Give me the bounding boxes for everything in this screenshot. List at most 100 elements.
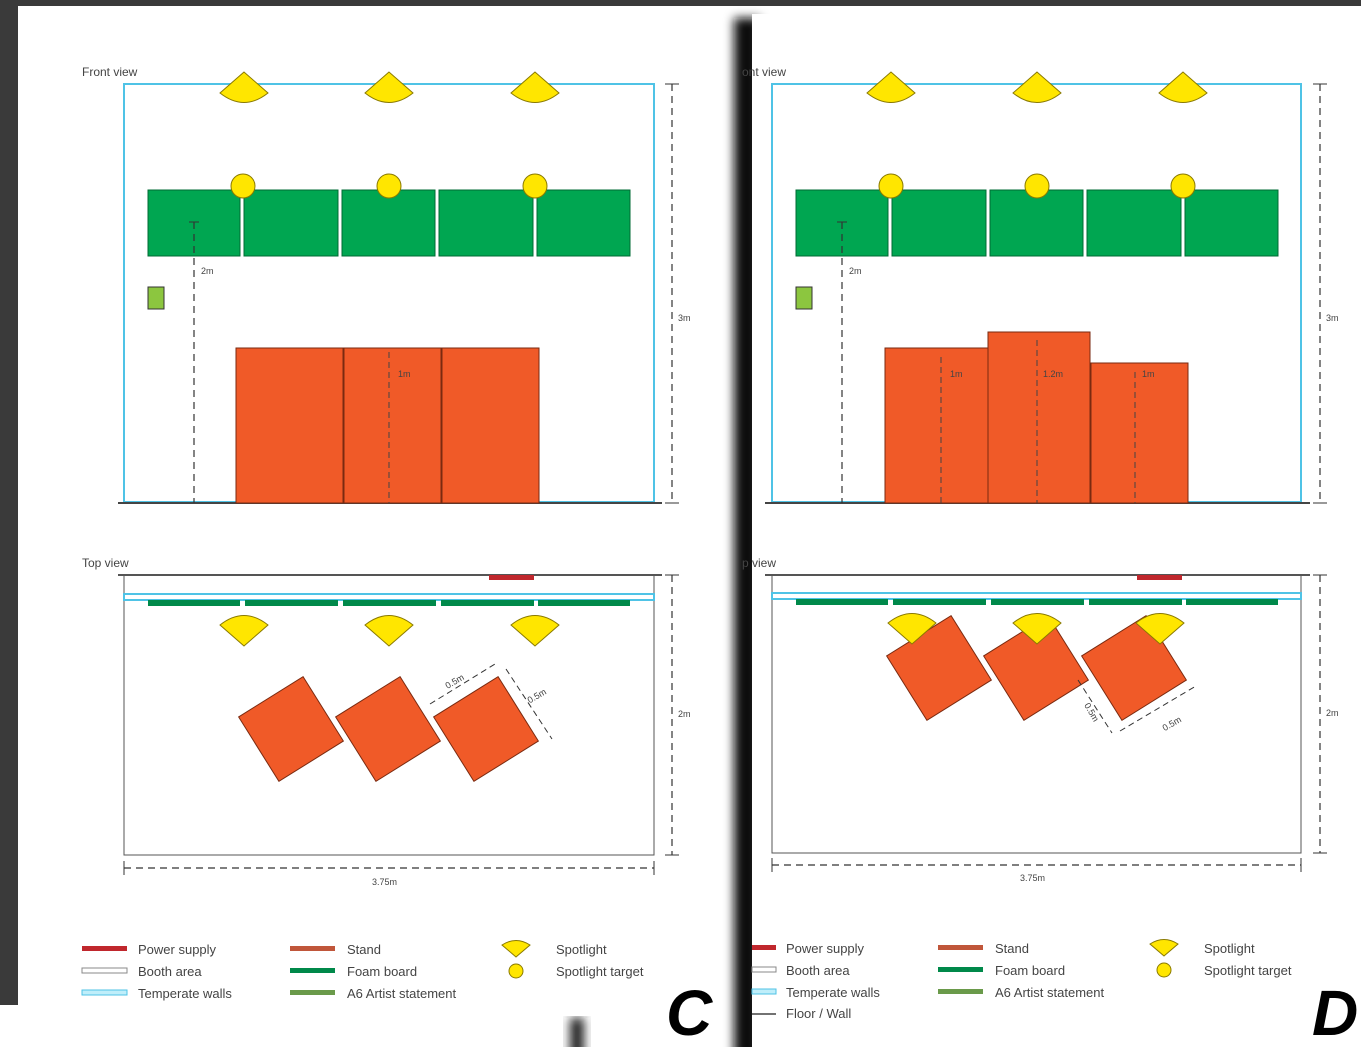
legend-artist-swatch	[938, 989, 983, 994]
spotlight-icon	[510, 615, 560, 647]
sheet-c-paper	[18, 6, 740, 1005]
sheet-d-legend: Power supply Booth area Temperate walls …	[751, 939, 1292, 1021]
legend-foam-swatch	[290, 968, 335, 973]
stand	[987, 331, 1091, 504]
sheet-d-paper	[752, 14, 1361, 1047]
stand	[237, 675, 345, 783]
stand	[334, 675, 442, 783]
foam-board	[438, 189, 534, 257]
sheet-c-stand-side-dim	[429, 663, 496, 705]
spotlight-target-icon	[376, 173, 402, 199]
legend-artist-label: A6 Artist statement	[347, 986, 456, 1001]
sheet-d-width-dim-label: 3.75m	[1020, 873, 1045, 883]
spotlight-icon	[364, 71, 414, 103]
legend-walls-label: Temperate walls	[786, 985, 880, 1000]
spotlight-target-icon	[878, 173, 904, 199]
legend-foam-swatch	[938, 967, 983, 972]
legend-foam-label: Foam board	[347, 964, 417, 979]
foam-board	[1086, 189, 1182, 257]
legend-booth-label: Booth area	[786, 963, 850, 978]
sheet-c-legend: Power supply Booth area Temperate walls …	[81, 940, 644, 1001]
stand	[884, 347, 992, 504]
spotlight-icon	[866, 71, 916, 103]
foam-board	[796, 599, 888, 605]
foam-board	[536, 189, 631, 257]
sheet-c-stand-side-dim	[505, 668, 553, 740]
legend-artist-label: A6 Artist statement	[995, 985, 1104, 1000]
spotlight-icon	[219, 71, 269, 103]
backdrop-left	[0, 0, 18, 1005]
foam-board	[243, 189, 339, 257]
sheet-d-letter: D	[1312, 977, 1358, 1047]
stand	[343, 347, 442, 504]
stand	[982, 614, 1090, 722]
spotlight-target-icon	[508, 963, 524, 979]
foam-board	[343, 600, 436, 606]
artist-statement	[795, 286, 813, 310]
paper-shadow	[570, 1018, 584, 1052]
legend-power-label: Power supply	[786, 941, 865, 956]
sheet-d-depth-dim-label: 2m	[1326, 708, 1339, 718]
spotlight-icon	[510, 71, 560, 103]
spotlight-icon	[1135, 613, 1185, 645]
sheet-d-stand-dim-label: 1.2m	[1043, 369, 1063, 379]
legend-floor-label: Floor / Wall	[786, 1006, 851, 1021]
spotlight-icon	[1012, 71, 1062, 103]
foam-board	[538, 600, 630, 606]
foam-board	[989, 189, 1084, 257]
sheet-d-top-view-title: p view	[742, 556, 776, 570]
sheet-c-depth-dim-label: 2m	[678, 709, 691, 719]
sheet-d-power-dim-label: 2m	[849, 266, 862, 276]
spotlight-icon	[364, 615, 414, 647]
legend-booth-swatch	[751, 966, 777, 973]
foam-board	[893, 599, 986, 605]
foam-board	[148, 600, 240, 606]
legend-stand-label: Stand	[995, 941, 1029, 956]
legend-power-label: Power supply	[138, 942, 217, 957]
sheet-d-top-power	[1137, 575, 1182, 580]
sheet-d-front-view-title: ont view	[742, 65, 786, 79]
sheet-d: ont view 2m 1m 1.2m 1m 3m p	[734, 14, 1361, 1052]
foam-board	[1186, 599, 1278, 605]
legend-booth-swatch	[81, 967, 128, 974]
foam-board	[891, 189, 987, 257]
legend-spotlight-label: Spotlight	[1204, 941, 1255, 956]
legend-spotlight-label: Spotlight	[556, 942, 607, 957]
foam-board	[441, 600, 534, 606]
spotlight-target-icon	[1024, 173, 1050, 199]
spotlight-target-icon	[1156, 962, 1172, 978]
sheet-c-power-dim-label: 2m	[201, 266, 214, 276]
legend-stand-swatch	[938, 945, 983, 950]
spotlight-icon	[1149, 939, 1179, 957]
spotlight-icon	[1158, 71, 1208, 103]
spotlight-icon	[887, 613, 937, 645]
legend-spotlight-target-label: Spotlight target	[556, 964, 644, 979]
sheet-d-stand-dim-label: 1m	[1142, 369, 1155, 379]
stand	[235, 347, 344, 504]
spotlight-icon	[501, 940, 531, 958]
sheet-c: Front view 2m 1m 3m	[18, 6, 740, 1049]
artist-statement	[147, 286, 165, 310]
legend-stand-swatch	[290, 946, 335, 951]
sheet-c-letter: C	[666, 977, 713, 1047]
foam-board	[1184, 189, 1279, 257]
sheet-c-top-view-title: Top view	[82, 556, 129, 570]
spotlight-target-icon	[522, 173, 548, 199]
spotlight-target-icon	[230, 173, 256, 199]
legend-booth-label: Booth area	[138, 964, 202, 979]
stand	[1090, 362, 1189, 504]
legend-walls-label: Temperate walls	[138, 986, 232, 1001]
legend-artist-swatch	[290, 990, 335, 995]
backdrop-top	[0, 0, 1361, 6]
spotlight-icon	[1012, 613, 1062, 645]
sheet-c-stand-dim-label: 1m	[398, 369, 411, 379]
spotlight-icon	[219, 615, 269, 647]
sheet-d-stand-dim-label: 1m	[950, 369, 963, 379]
legend-stand-label: Stand	[347, 942, 381, 957]
sheet-c-height-dim-label: 3m	[678, 313, 691, 323]
legend-spotlight-target-label: Spotlight target	[1204, 963, 1292, 978]
foam-board	[1089, 599, 1182, 605]
stand	[432, 675, 540, 783]
sheet-c-top-power	[489, 575, 534, 580]
